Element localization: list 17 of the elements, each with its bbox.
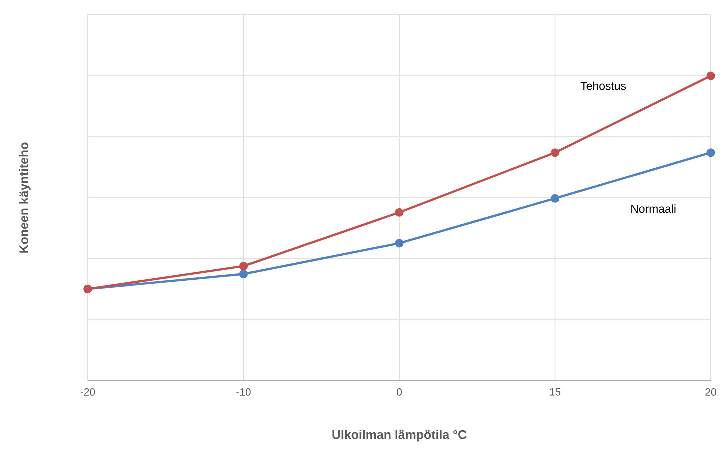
- point: [550, 194, 560, 203]
- x-tick-label: 0: [397, 388, 402, 396]
- point: [706, 72, 716, 80]
- point: [706, 148, 716, 158]
- text: Normaali: [632, 204, 676, 214]
- point: [550, 148, 560, 158]
- x-tick-label: -20: [80, 388, 96, 396]
- point: [239, 262, 248, 271]
- x-tick-label: -10: [236, 388, 251, 396]
- point: [395, 239, 404, 248]
- x-axis-title: Ulkoilman lämpötila °C: [332, 430, 467, 442]
- x-tick-label: 20: [706, 388, 716, 396]
- y-axis-title: Koneen käyntiteho: [19, 142, 31, 253]
- point: [239, 270, 248, 279]
- point: [395, 208, 404, 217]
- text: Tehostus: [580, 82, 626, 90]
- x-tick-label: 15: [550, 388, 561, 396]
